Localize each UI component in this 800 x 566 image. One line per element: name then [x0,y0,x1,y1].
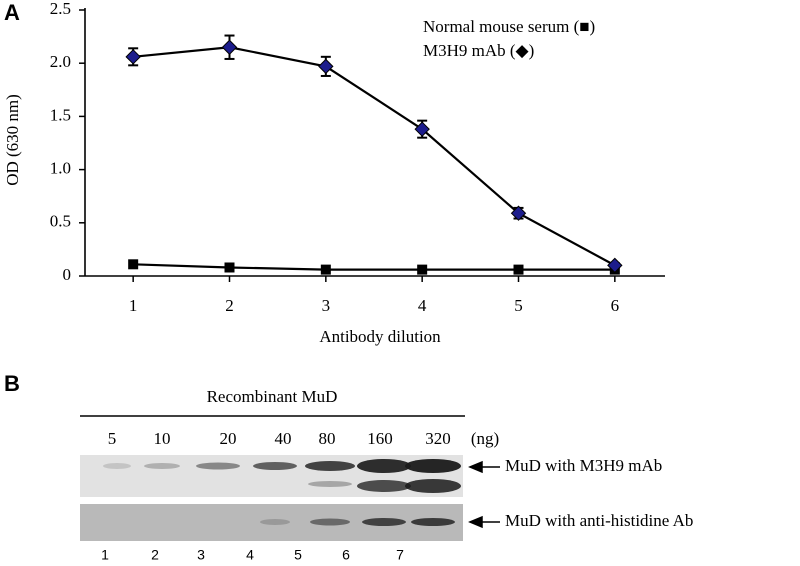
series-line [133,46,616,267]
panel-label: A [4,0,20,25]
lane-number: 4 [246,547,254,563]
y-tick-label: 2.0 [50,52,71,71]
band [253,462,297,470]
band [144,463,180,469]
amount-label: 5 [108,429,117,448]
marker [320,264,331,275]
panel-label: B [4,371,20,396]
x-tick-label: 4 [418,296,427,315]
band [362,518,406,526]
lane-number: 6 [342,547,350,563]
marker [128,259,139,270]
marker [607,257,623,274]
lane-number: 1 [101,547,109,563]
amount-label: 20 [220,429,237,448]
y-tick-label: 0 [63,265,72,284]
amount-label: 10 [154,429,171,448]
bands [103,459,461,526]
x-tick-label: 5 [514,296,523,315]
legend-entry: M3H9 mAb (◆) [423,41,534,60]
x-axis-title: Antibody dilution [319,327,441,346]
legend-entry: Normal mouse serum (■) [423,17,595,36]
row-label: MuD with anti-histidine Ab [505,511,693,530]
band [308,481,352,487]
band [405,459,461,473]
x-tick-label: 6 [611,296,620,315]
lane-number: 7 [396,547,404,563]
band [411,518,455,526]
band [357,459,411,473]
marker [510,205,527,221]
x-tick-label: 1 [129,296,138,315]
marker [417,264,428,275]
x-tick-label: 3 [322,296,331,315]
marker [414,121,430,137]
band [405,479,461,493]
band [260,519,290,525]
y-tick-label: 1.5 [50,105,71,124]
amount-label: 80 [319,429,336,448]
y-tick-label: 2.5 [50,0,71,18]
marker [318,58,334,75]
marker [224,262,235,273]
arrows [468,460,500,529]
y-axis-title: OD (630 nm) [3,94,22,186]
marker [513,264,524,275]
band [310,518,350,526]
marker [125,49,141,65]
y-tick-label: 0.5 [50,212,71,231]
series-line [133,263,615,271]
amount-label: 160 [367,429,393,448]
unit-label: (ng) [471,429,499,448]
band [357,480,411,492]
band [103,463,131,469]
lane-number: 5 [294,547,302,563]
marker [221,39,238,55]
blot-strip [80,455,463,497]
y-tick-label: 1.0 [50,159,71,178]
band [196,462,240,470]
amount-label: 40 [275,429,292,448]
blot-header: Recombinant MuD [207,387,338,406]
amount-label: 320 [425,429,451,448]
lane-number: 3 [197,547,205,563]
row-label: MuD with M3H9 mAb [505,456,662,475]
band [305,461,355,471]
lane-number: 2 [151,547,159,563]
x-tick-label: 2 [225,296,234,315]
